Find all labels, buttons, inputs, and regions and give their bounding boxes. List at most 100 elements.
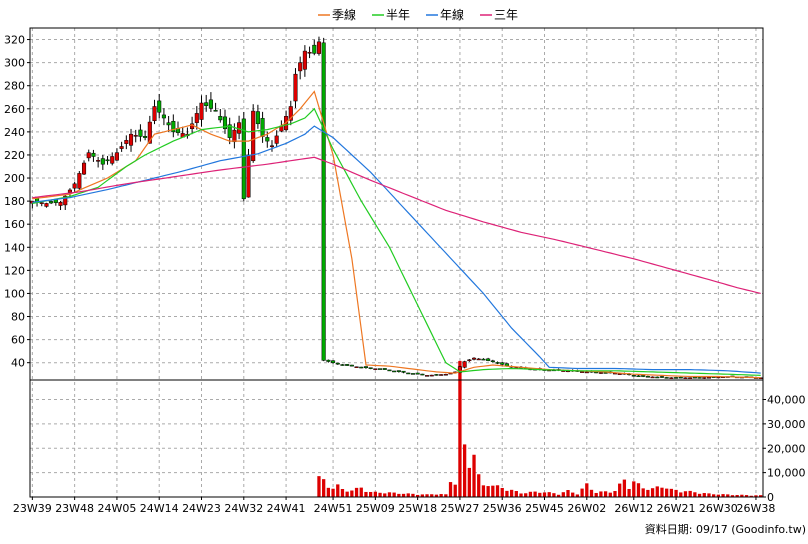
volume-bar [575,494,580,497]
candle-body [396,370,401,372]
candlestick [312,39,317,56]
candlestick [147,115,152,144]
volume-bar [373,491,378,497]
candle-body [321,42,326,361]
x-tick-label: 24W05 [97,502,136,515]
candle-body [114,152,119,161]
volume-bar [439,494,443,497]
candle-body [476,358,481,361]
volume-bar [646,489,650,497]
candle-body [222,116,228,130]
volume-tick-label: 10,000 [767,467,806,480]
volume-bar [411,493,415,497]
candle-body [674,377,679,379]
price-tick-label: 180 [4,195,25,208]
candle-body [171,120,176,133]
volume-bar [552,493,556,497]
candlestick [110,152,115,166]
volume-bar [500,487,504,497]
candle-body [392,370,397,373]
candle-body [345,364,350,366]
volume-axis-ticks: 0 10,000 20,000 30,000 40,000 [763,394,806,504]
volume-bar [397,493,401,497]
price-tick-label: 300 [4,57,25,70]
candle-body [241,118,246,200]
candle-body [495,362,500,364]
candle-body [199,102,204,120]
candle-body [39,202,44,204]
candle-body [425,375,430,377]
candlestick [664,376,669,379]
candlestick [77,171,82,190]
volume-bar [660,487,664,497]
x-axis-ticks: 23W39 23W48 24W05 24W14 24W23 24W32 24W41 24W51… [13,497,775,515]
volume-bar [622,479,627,497]
candle-body [138,129,143,137]
candle-body [471,357,477,360]
price-tick-label: 140 [4,241,25,254]
volume-bar [514,491,518,497]
candlestick [293,68,298,109]
candlestick [429,374,434,377]
volume-bar [505,490,509,497]
candlestick [105,155,110,165]
volume-bar [580,488,584,497]
volume-bar [477,474,481,497]
candle-body [124,140,129,144]
candlestick [382,368,387,370]
price-axis-ticks: 40 60 80 100 120 140 160 180 200 220 240 260 280 300 3… [4,34,30,370]
x-tick-label: 24W32 [224,502,263,515]
candlestick [425,375,430,377]
candlestick [368,367,373,370]
x-tick-label: 23W39 [13,502,52,515]
volume-bar [754,495,758,497]
candlestick [119,141,124,152]
volume-bar [354,487,359,497]
legend-item: 半年 [372,8,410,22]
volume-bar [383,493,387,497]
volume-bar [331,488,335,497]
candlestick [500,361,505,366]
volume-bar [650,488,655,497]
candlestick [274,130,279,148]
volume-bar [415,494,420,497]
volume-bar [524,493,528,497]
volume-bar [665,488,669,497]
volume-bar [749,495,753,497]
x-tick-label: 26W02 [567,502,606,515]
volume-bar [322,479,326,497]
candlestick [401,370,406,374]
candlestick [269,140,275,152]
price-tick-label: 280 [4,80,25,93]
candlestick [697,377,702,379]
volume-bar [641,488,645,497]
volume-bar [420,494,424,497]
plot-frame [29,27,764,498]
volume-bar [585,483,589,497]
candle-body [152,106,157,122]
candle-body [227,124,232,138]
candle-body [481,358,486,361]
volume-bar [392,492,396,497]
candlestick [96,156,101,168]
candle-body [659,376,665,378]
candlestick [476,358,481,361]
x-tick-label: 24W41 [267,502,306,515]
candle-body [462,361,467,368]
candlestick [157,93,162,119]
candlestick [81,160,87,175]
x-tick-label: 26W30 [699,502,738,515]
volume-bar [528,491,533,497]
moving-average-lines [32,90,761,379]
candlestick [462,360,467,369]
volume-tick-label: 30,000 [767,418,806,431]
volume-bar [632,481,636,497]
candle-body [307,51,312,54]
candle-body [457,366,462,373]
volume-bar [453,484,457,497]
candle-body [382,368,387,370]
candle-body [63,195,68,206]
candlestick [420,373,425,376]
candle-body [326,359,331,362]
candle-body [119,146,124,149]
